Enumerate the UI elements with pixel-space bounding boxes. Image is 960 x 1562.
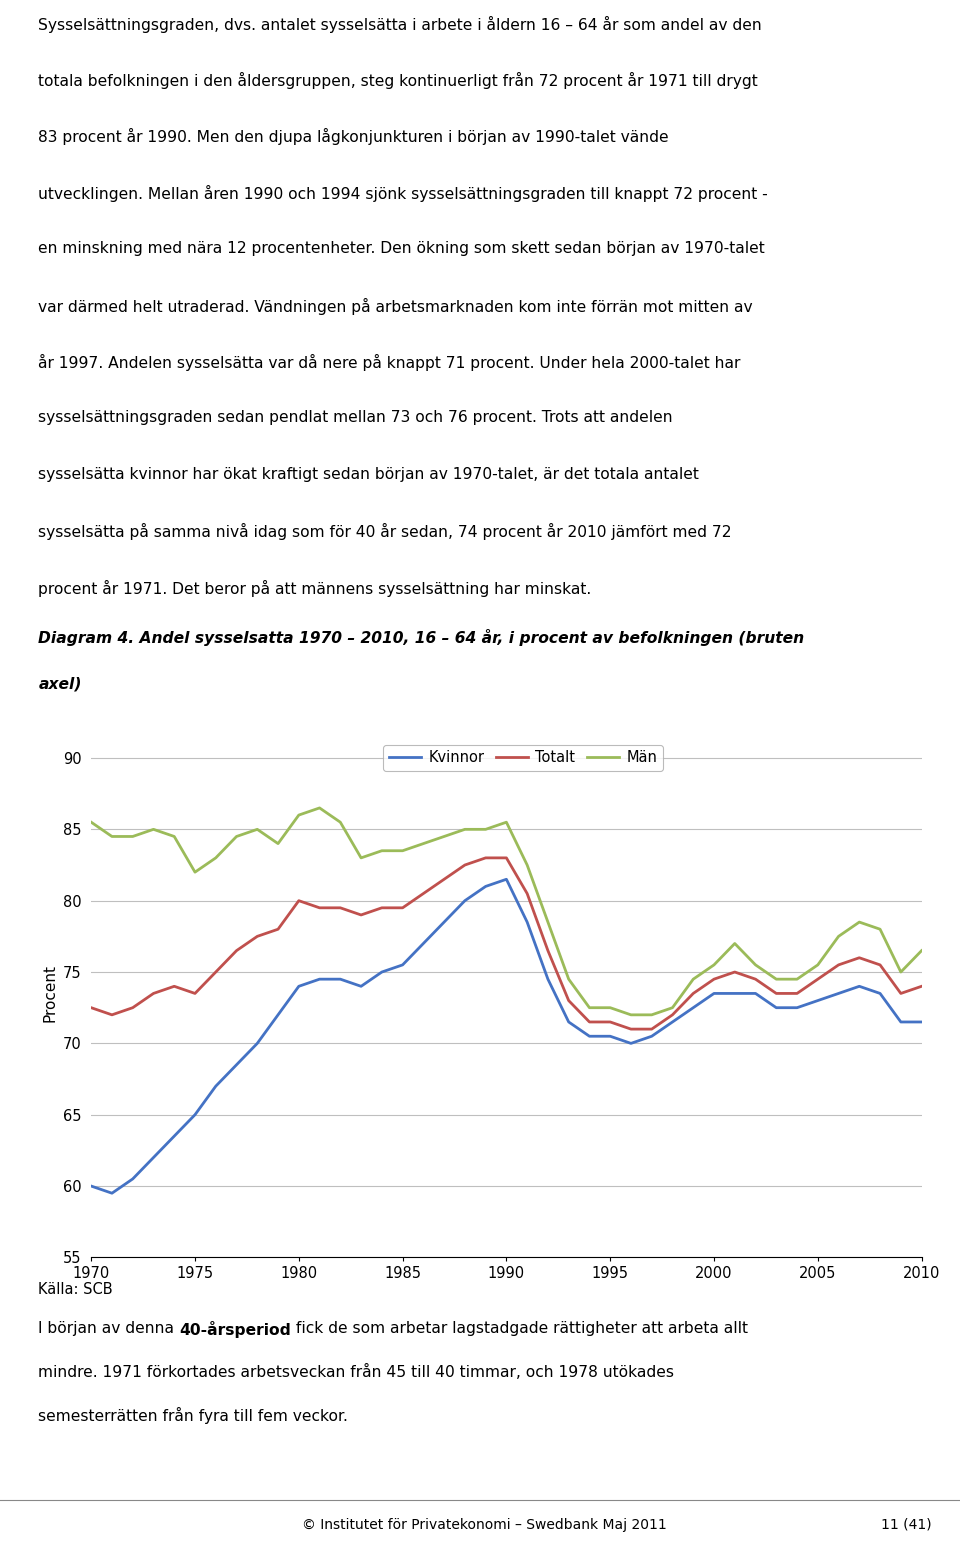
Text: år 1997. Andelen sysselsätta var då nere på knappt 71 procent. Under hela 2000-t: år 1997. Andelen sysselsätta var då nere… [38, 355, 741, 372]
Text: Källa: SCB: Källa: SCB [38, 1282, 113, 1296]
Text: 11 (41): 11 (41) [880, 1518, 931, 1531]
Text: Sysselsättningsgraden, dvs. antalet sysselsätta i arbete i åldern 16 – 64 år som: Sysselsättningsgraden, dvs. antalet syss… [38, 16, 762, 33]
Text: 40-årsperiod: 40-årsperiod [180, 1321, 291, 1339]
Text: axel): axel) [38, 676, 82, 692]
Text: mindre. 1971 förkortades arbetsveckan från 45 till 40 timmar, och 1978 utökades: mindre. 1971 förkortades arbetsveckan fr… [38, 1364, 674, 1381]
Text: semesterrätten från fyra till fem veckor.: semesterrätten från fyra till fem veckor… [38, 1407, 348, 1425]
Text: I början av denna: I början av denna [38, 1321, 180, 1337]
Legend: Kvinnor, Totalt, Män: Kvinnor, Totalt, Män [383, 745, 663, 772]
Text: utvecklingen. Mellan åren 1990 och 1994 sjönk sysselsättningsgraden till knappt : utvecklingen. Mellan åren 1990 och 1994 … [38, 184, 768, 201]
Y-axis label: Procent: Procent [42, 964, 58, 1023]
Text: © Institutet för Privatekonomi – Swedbank Maj 2011: © Institutet för Privatekonomi – Swedban… [302, 1518, 667, 1531]
Text: fick de som arbetar lagstadgade rättigheter att arbeta allt: fick de som arbetar lagstadgade rättighe… [291, 1321, 748, 1337]
Text: procent år 1971. Det beror på att männens sysselsättning har minskat.: procent år 1971. Det beror på att männen… [38, 580, 591, 597]
Text: sysselsättningsgraden sedan pendlat mellan 73 och 76 procent. Trots att andelen: sysselsättningsgraden sedan pendlat mell… [38, 411, 673, 425]
Text: Diagram 4. Andel sysselsatta 1970 – 2010, 16 – 64 år, i procent av befolkningen : Diagram 4. Andel sysselsatta 1970 – 2010… [38, 629, 804, 647]
Text: en minskning med nära 12 procentenheter. Den ökning som skett sedan början av 19: en minskning med nära 12 procentenheter.… [38, 241, 765, 256]
Text: 83 procent år 1990. Men den djupa lågkonjunkturen i början av 1990-talet vände: 83 procent år 1990. Men den djupa lågkon… [38, 128, 669, 145]
Text: sysselsätta kvinnor har ökat kraftigt sedan början av 1970-talet, är det totala : sysselsätta kvinnor har ökat kraftigt se… [38, 467, 699, 481]
Text: totala befolkningen i den åldersgruppen, steg kontinuerligt från 72 procent år 1: totala befolkningen i den åldersgruppen,… [38, 72, 758, 89]
Text: sysselsätta på samma nivå idag som för 40 år sedan, 74 procent år 2010 jämfört m: sysselsätta på samma nivå idag som för 4… [38, 523, 732, 540]
Text: var därmed helt utraderad. Vändningen på arbetsmarknaden kom inte förrän mot mit: var därmed helt utraderad. Vändningen på… [38, 298, 753, 314]
